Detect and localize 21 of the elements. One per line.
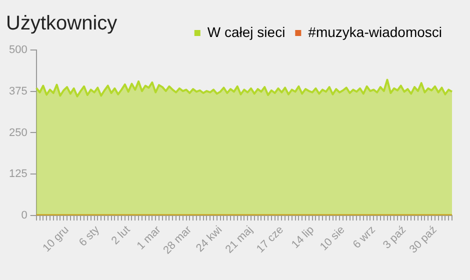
x-tick-label: 24 kwi [194,224,225,254]
x-tick-label: 2 lut [109,224,133,248]
chart-title: Użytkownicy [6,12,118,35]
y-tick-label: 250 [8,126,28,139]
y-tick-label: 375 [8,85,28,98]
legend-label: W całej sieci [207,24,286,40]
x-tick-label: 1 mar [134,224,164,252]
x-tick-label: 28 mar [161,224,194,257]
legend-label: #muzyka-wiadomosci [308,24,442,40]
y-tick-label: 0 [21,209,28,222]
x-tick-label: 21 maj [223,224,256,256]
x-tick-label: 10 sie [318,224,348,254]
y-tick-label: 125 [8,168,28,180]
x-tick-label: 14 lip [290,224,317,251]
y-tick-label: 500 [8,44,28,56]
x-tick-label: 10 gru [40,224,72,254]
x-tick-label: 6 wrz [350,224,378,251]
x-tick-label: 3 paź [381,224,409,252]
x-tick-label: 6 sty [77,224,102,249]
x-tick-label: 30 paź [407,224,440,256]
x-tick-label: 17 cze [254,224,286,256]
